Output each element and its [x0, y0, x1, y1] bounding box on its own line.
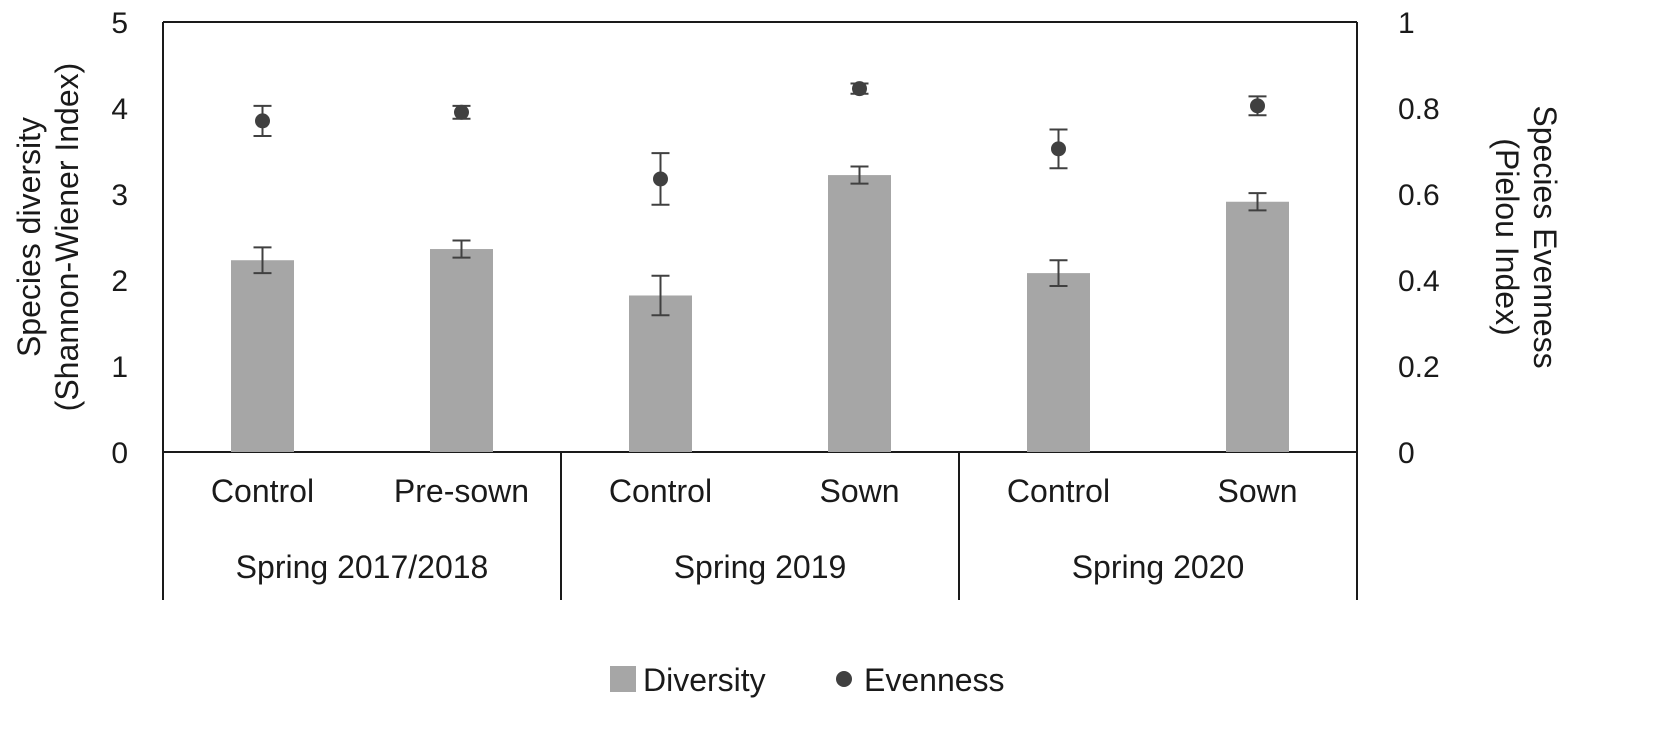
- evenness-point: [653, 171, 668, 187]
- diversity-bar: [629, 295, 692, 452]
- evenness-point: [1051, 141, 1066, 157]
- right-tick-label: 0: [1398, 437, 1415, 470]
- evenness-point: [454, 104, 469, 120]
- group-label: Spring 2017/2018: [236, 549, 489, 585]
- diversity-bars: [231, 165, 1289, 452]
- category-label: Sown: [1217, 473, 1297, 509]
- right-axis-title-line: (Pielou Index): [1489, 138, 1525, 335]
- right-axis-title-line: Species Evenness: [1527, 105, 1563, 368]
- right-axis-title: Species Evenness(Pielou Index): [1489, 105, 1563, 368]
- category-label: Control: [1007, 473, 1110, 509]
- legend: Diversity Evenness: [610, 662, 1005, 698]
- right-tick-label: 0.8: [1398, 93, 1440, 126]
- evenness-point: [852, 81, 867, 97]
- category-label: Control: [211, 473, 314, 509]
- group-label: Spring 2020: [1072, 549, 1245, 585]
- right-tick-label: 0.4: [1398, 265, 1440, 298]
- legend-evenness-marker: [836, 671, 852, 687]
- left-tick-label: 4: [111, 93, 128, 126]
- left-tick-label: 1: [111, 351, 128, 384]
- left-axis-title: Species diversity(Shannon-Wiener Index): [11, 63, 85, 412]
- group-label: Spring 2019: [674, 549, 847, 585]
- legend-diversity-swatch: [610, 666, 636, 692]
- left-axis-title-line: (Shannon-Wiener Index): [49, 63, 85, 412]
- right-tick-label: 0.2: [1398, 351, 1440, 384]
- category-label: Sown: [819, 473, 899, 509]
- diversity-bar: [1226, 201, 1289, 452]
- left-axis-title-line: Species diversity: [11, 117, 47, 357]
- left-tick-label: 5: [111, 7, 128, 40]
- legend-diversity-label: Diversity: [643, 662, 766, 698]
- category-label: Control: [609, 473, 712, 509]
- evenness-points: [253, 81, 1267, 206]
- right-tick-label: 0.6: [1398, 179, 1440, 212]
- right-tick-label: 1: [1398, 7, 1415, 40]
- left-tick-label: 0: [111, 437, 128, 470]
- diversity-bar: [231, 260, 294, 452]
- axis-labels: 0 1 2 3 4 5 0 0.2 0.4 0.6 0.8 1 Species diversity(Sh…: [11, 7, 1563, 585]
- evenness-point: [255, 113, 270, 129]
- category-label: Pre-sown: [394, 473, 529, 509]
- left-tick-label: 2: [111, 265, 128, 298]
- diversity-bar: [430, 249, 493, 452]
- diversity-bar: [828, 175, 891, 452]
- evenness-point: [1250, 98, 1265, 114]
- left-tick-label: 3: [111, 179, 128, 212]
- axes: [162, 21, 1358, 600]
- legend-evenness-label: Evenness: [864, 662, 1005, 698]
- diversity-bar: [1027, 273, 1090, 452]
